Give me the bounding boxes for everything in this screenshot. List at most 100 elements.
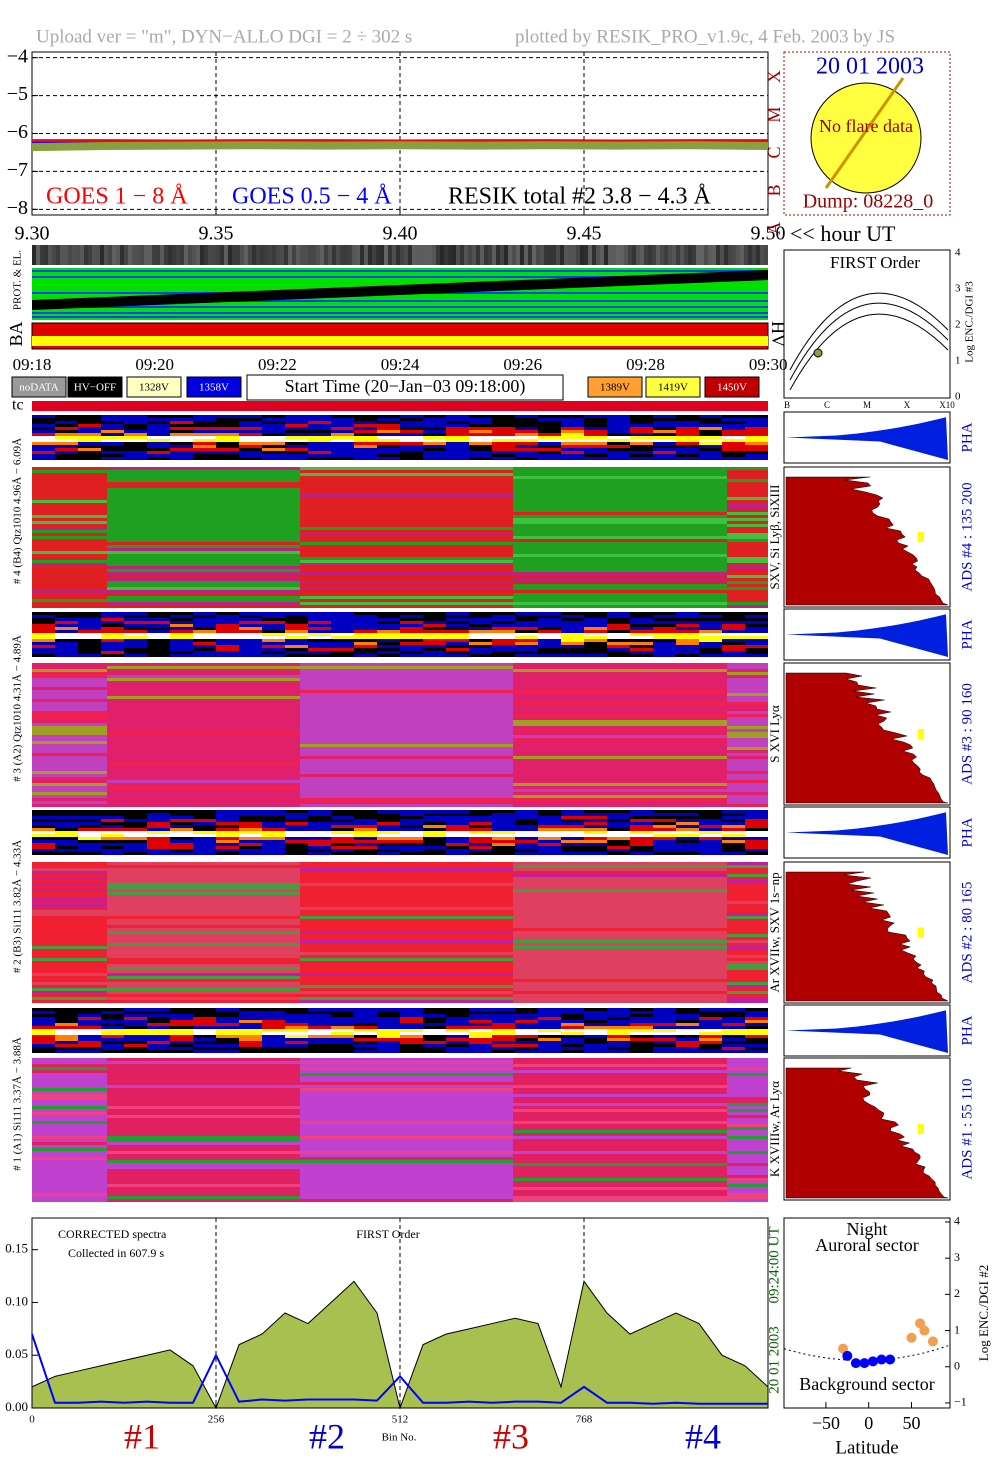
strip-cell [607,630,630,633]
strip-cell [147,445,170,448]
spectrogram-row [32,1124,107,1127]
strip-cell [377,418,400,421]
spectrogram-row [727,548,768,551]
spectrogram-row [513,470,727,473]
strip-cell [722,645,745,648]
spectrogram-row [513,910,727,913]
strip-cell [423,825,446,828]
strip-cell [561,822,584,825]
pha-profile [786,417,948,460]
strip-cell [538,639,561,642]
spectrogram-row [513,1127,727,1130]
spectrogram-row [513,1136,727,1139]
strip-cell [653,846,676,849]
strip-cell [285,433,308,436]
spectrogram-row [513,491,727,494]
spectrogram-row [513,877,727,880]
strip-cell [193,849,216,852]
strip-cell [308,828,331,831]
strip-cell [124,822,147,825]
annotation: FIRST Order [356,1227,419,1241]
strip-cell [239,654,262,657]
spectrogram-row [513,708,727,711]
strip-cell [308,439,331,442]
strip-cell [561,828,584,831]
strip-cell [377,627,400,630]
strip-cell [377,834,400,837]
hk-strip [348,245,352,265]
spectrogram-row [513,533,727,536]
strip-cell [446,436,469,439]
spectrogram-row [513,696,727,699]
strip-cell [308,813,331,816]
spectrogram-row [513,1094,727,1097]
spectrogram-row [513,479,727,482]
strip-cell [676,1038,699,1041]
strip-cell [469,843,492,846]
strip-cell [101,430,124,433]
strip-cell [354,427,377,430]
strip-cell [193,843,216,846]
strip-cell [538,1026,561,1029]
strip-cell [630,418,653,421]
spectrogram-row [300,593,513,596]
strip-cell [124,1026,147,1029]
strip-cell [653,1035,676,1038]
strip-cell [400,424,423,427]
strip-cell [538,828,561,831]
time-label: 09:24 [381,355,420,374]
strip-cell [745,445,768,448]
spectrogram-row [107,756,300,759]
spectrogram-row [107,1151,300,1154]
strip-cell [331,630,354,633]
strip-cell [423,816,446,819]
strip-cell [124,852,147,855]
strip-cell [78,642,101,645]
strip-cell [607,837,630,840]
spectrogram-row [513,937,727,940]
strip-cell [308,433,331,436]
spectrogram-row [727,801,768,804]
strip-cell [239,612,262,615]
spectrogram-row [107,768,300,771]
strip-cell [653,451,676,454]
strip-cell [630,642,653,645]
strip-cell [239,828,262,831]
hk-strip [584,245,588,265]
spectrogram-row [107,895,300,898]
strip-cell [331,645,354,648]
strip-cell [607,813,630,816]
strip-cell [262,1026,285,1029]
strip-cell [469,421,492,424]
spectrogram-row [32,994,107,997]
spectrogram-row [32,1127,107,1130]
strip-cell [193,1011,216,1014]
strip-cell [699,825,722,828]
strip-cell [147,433,170,436]
strip-cell [722,439,745,442]
spectrogram-row [300,578,513,581]
strip-cell [193,433,216,436]
strip-cell [331,648,354,651]
strip-cell [607,852,630,855]
strip-cell [216,445,239,448]
strip-cell [377,1032,400,1035]
spectrogram-row [107,500,300,503]
strip-cell [308,840,331,843]
spectrogram-row [300,762,513,765]
strip-cell [308,415,331,418]
spectrogram-row [300,681,513,684]
strip-cell [722,1032,745,1035]
strip-cell [124,442,147,445]
strip-cell [515,1014,538,1017]
spectrogram-row [32,494,107,497]
hk-strip [468,245,472,265]
strip-cell [676,834,699,837]
spectrogram-row [513,518,727,521]
strip-cell [193,624,216,627]
strip-cell [124,1047,147,1050]
spectrogram-row [300,756,513,759]
spectrogram-row [300,868,513,871]
strip-cell [147,837,170,840]
strip-cell [400,621,423,624]
